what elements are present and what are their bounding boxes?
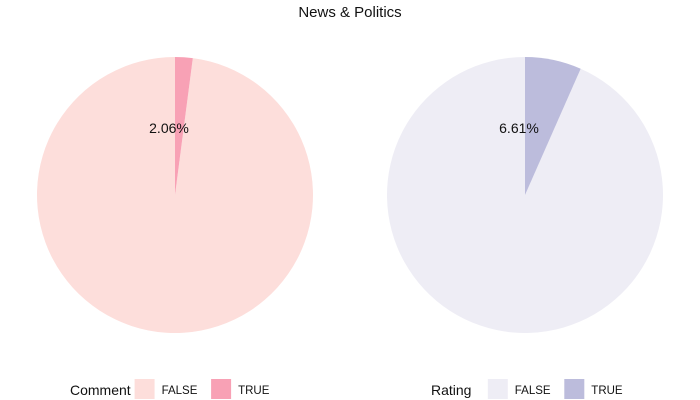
pie-1-percent-label: 6.61%	[499, 120, 539, 136]
legend-0-swatch-false	[134, 379, 155, 399]
legend-1-title: Rating	[431, 382, 471, 398]
legend-0-swatch-true	[211, 379, 232, 399]
pie-1-slice-true	[525, 57, 581, 195]
pie-0-slice-true	[175, 57, 193, 195]
legend-0-label-false: FALSE	[162, 385, 198, 397]
pie-0-percent-label: 2.06%	[149, 120, 189, 136]
legend-1-swatch-false	[487, 379, 508, 399]
legend-1-swatch-true	[564, 379, 585, 399]
legend-1-label-false: FALSE	[515, 385, 551, 397]
chart-title: News & Politics	[298, 4, 402, 21]
legend-0-label-true: TRUE	[238, 385, 270, 397]
pie-1-slice-false	[386, 57, 663, 333]
legend-0-title: Comment	[70, 382, 131, 398]
pie-0-slice-false	[37, 57, 314, 333]
legend-1-label-true: TRUE	[591, 385, 623, 397]
